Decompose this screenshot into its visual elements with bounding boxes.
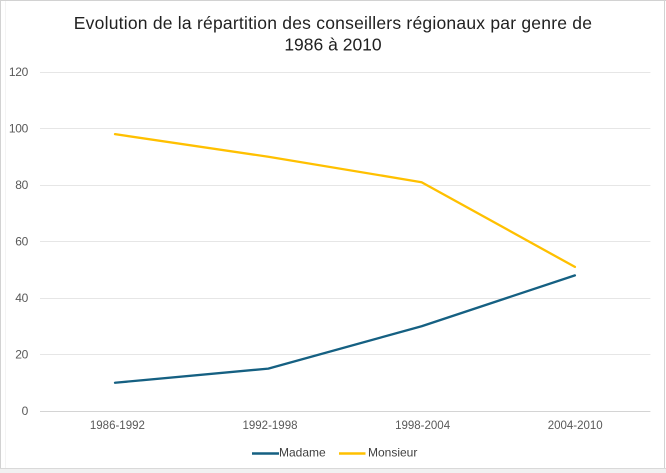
svg-text:120: 120 [9, 65, 29, 79]
svg-text:100: 100 [9, 122, 29, 136]
svg-text:1998-2004: 1998-2004 [395, 420, 451, 432]
svg-text:0: 0 [22, 404, 29, 418]
svg-text:Evolution de la répartition de: Evolution de la répartition des conseill… [74, 13, 592, 33]
svg-text:60: 60 [15, 235, 28, 249]
svg-text:1986-1992: 1986-1992 [90, 420, 145, 432]
svg-text:1986 à 2010: 1986 à 2010 [284, 35, 382, 55]
svg-text:80: 80 [15, 178, 28, 192]
svg-text:2004-2010: 2004-2010 [548, 420, 603, 432]
svg-text:Monsieur: Monsieur [368, 446, 417, 460]
svg-text:Madame: Madame [279, 446, 326, 460]
svg-text:20: 20 [15, 348, 28, 362]
svg-text:1992-1998: 1992-1998 [243, 420, 298, 432]
svg-text:40: 40 [15, 291, 28, 305]
